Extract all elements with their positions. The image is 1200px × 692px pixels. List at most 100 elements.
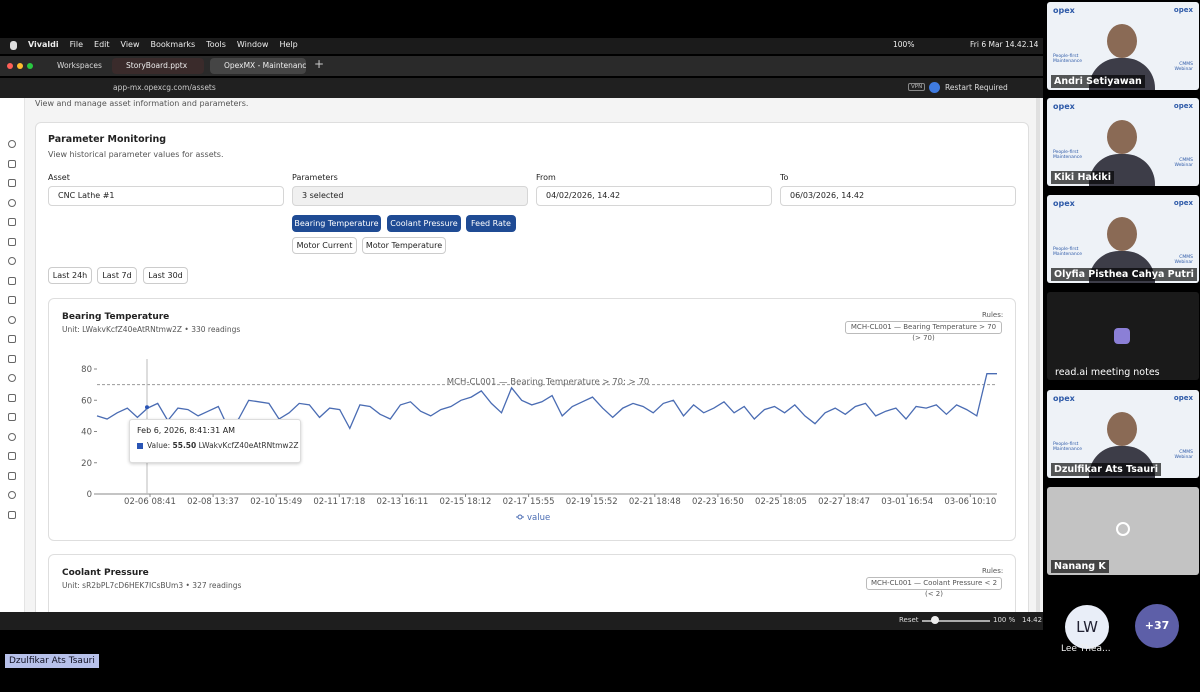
video-tile[interactable]: Nanang K (1047, 487, 1199, 575)
x-tick-label: 02-17 15:55 (503, 497, 555, 507)
field-label: Asset (48, 173, 70, 182)
section-description: View historical parameter values for ass… (48, 150, 224, 159)
nav-icon[interactable] (8, 471, 16, 480)
x-tick-label: 02-13 16:11 (376, 497, 428, 507)
from-date[interactable]: 04/02/2026, 14.42 (536, 186, 772, 206)
nav-icon[interactable] (8, 315, 16, 324)
participant-name: Andri Setiyawan (1051, 75, 1145, 88)
app-name[interactable]: Vivaldi (28, 40, 59, 49)
vpn-badge[interactable]: VPN (908, 83, 926, 91)
nav-icon[interactable] (8, 179, 16, 187)
asset-select[interactable]: CNC Lathe #1 (48, 186, 284, 206)
participant-name: Lee Thea... (1061, 644, 1111, 654)
video-tile[interactable]: opex opex People-first Maintenance CMMS Web… (1047, 390, 1199, 478)
x-tick-label: 02-27 18:47 (818, 497, 870, 507)
restart-notice[interactable]: Restart Required (945, 83, 1008, 92)
participant-name: Olyfia Pisthea Cahya Putri (1051, 268, 1197, 281)
menu-item[interactable]: Tools (206, 40, 226, 49)
nav-icon[interactable] (8, 491, 16, 499)
brand: opex (1173, 199, 1193, 207)
tagline: People-first Maintenance (1053, 150, 1082, 160)
chart: 0 20 40 60 80 02-06 08:41 02-08 13:37 02-10 15:… (81, 359, 997, 523)
video-tile[interactable]: opex opex People-first Maintenance CMMS Web… (1047, 195, 1199, 283)
rule-badge: MCH-CL001 — Bearing Temperature > 70 (> … (845, 321, 1002, 342)
x-tick-label: 02-23 16:50 (692, 497, 744, 507)
nav-icon[interactable] (8, 140, 16, 148)
parameter-chip[interactable]: Coolant Pressure (387, 215, 461, 232)
event: CMMS Webinar (1174, 62, 1193, 72)
menu-item[interactable]: View (120, 40, 140, 49)
video-tile[interactable]: read.ai meeting notes (1047, 292, 1199, 380)
new-tab[interactable]: + (314, 57, 325, 71)
zoom-level: 100 % (993, 616, 1016, 624)
rules-label: Rules: (982, 311, 1004, 319)
menu-item[interactable]: Edit (94, 40, 110, 49)
zoom-reset[interactable]: Reset (899, 616, 919, 624)
range-button[interactable]: Last 30d (143, 267, 188, 284)
y-tick-label: 20 (81, 459, 92, 469)
more-participants[interactable]: +37 (1135, 604, 1179, 648)
parameter-chip[interactable]: Motor Temperature (362, 237, 446, 254)
nav-icon[interactable] (8, 218, 16, 226)
nav-icon[interactable] (8, 237, 16, 246)
sidebar (0, 98, 25, 612)
clock: Fri 6 Mar 14.42.14 (970, 40, 1039, 49)
tab[interactable]: StoryBoard.pptx (112, 58, 204, 74)
zoom-slider[interactable] (922, 620, 990, 622)
nav-icon[interactable] (8, 276, 16, 285)
close-button[interactable] (7, 63, 13, 69)
nav-icon[interactable] (8, 296, 16, 304)
video-tile[interactable]: opex opex People-first Maintenance CMMS Web… (1047, 2, 1199, 90)
nav-icon[interactable] (8, 510, 16, 519)
menu-item[interactable]: Window (236, 40, 269, 49)
nav-icon[interactable] (8, 374, 16, 382)
parameter-chip[interactable]: Feed Rate (466, 215, 516, 232)
section-title: Parameter Monitoring (48, 134, 167, 145)
video-tile[interactable]: opex opex People-first Maintenance CMMS Web… (1047, 98, 1199, 186)
to-date[interactable]: 06/03/2026, 14.42 (780, 186, 1016, 206)
minimize-button[interactable] (17, 63, 23, 69)
nav-icon[interactable] (8, 452, 16, 460)
chart-unit: Unit: LWakvKcfZ40eAtRNtmw2Z • 330 readin… (62, 325, 241, 334)
event: CMMS Webinar (1174, 158, 1193, 168)
zoom-button[interactable] (27, 63, 33, 69)
event: CMMS Webinar (1174, 450, 1193, 460)
apple-icon[interactable] (10, 41, 17, 50)
tab-bar: Workspaces StoryBoard.pptx OpexMX - Main… (0, 56, 1043, 76)
x-tick-label: 03-01 16:54 (881, 497, 933, 507)
parameter-chip[interactable]: Bearing Temperature (292, 215, 381, 232)
nav-icon[interactable] (8, 413, 16, 421)
nav-icon[interactable] (8, 198, 16, 207)
nav-icon[interactable] (8, 393, 16, 402)
y-tick-label: 80 (81, 365, 92, 375)
url[interactable]: app-mx.opexcg.com/assets (113, 83, 216, 92)
person-head (1107, 412, 1137, 446)
x-tick-label: 02-10 15:49 (250, 497, 302, 507)
nav-icon[interactable] (8, 335, 16, 343)
participant-name: Nanang K (1051, 560, 1109, 573)
parameters-select[interactable]: 3 selected (292, 186, 528, 206)
range-button[interactable]: Last 24h (48, 267, 92, 284)
tooltip-swatch (137, 443, 143, 449)
chart-title: Bearing Temperature (62, 312, 170, 322)
nav-icon[interactable] (8, 354, 16, 363)
battery: 100% (893, 40, 915, 49)
menu-item[interactable]: Bookmarks (150, 40, 196, 49)
range-button[interactable]: Last 7d (97, 267, 137, 284)
tooltip: Feb 6, 2026, 8:41:31 AM Value: 55.50 LWa… (129, 419, 301, 463)
menu-item[interactable]: File (69, 40, 84, 49)
parameter-chip[interactable]: Motor Current (292, 237, 357, 254)
nav-icon[interactable] (8, 257, 16, 265)
tab[interactable]: OpexMX - Maintenance e (210, 58, 306, 74)
event: CMMS Webinar (1174, 255, 1193, 265)
menu-item[interactable]: Help (279, 40, 298, 49)
slider-knob[interactable] (931, 616, 939, 624)
update-icon[interactable] (929, 82, 940, 93)
tagline: People-first Maintenance (1053, 247, 1082, 257)
nav-icon[interactable] (8, 159, 16, 168)
scrollbar (1036, 98, 1040, 612)
nav-icon[interactable] (8, 432, 16, 441)
avatar[interactable]: LW (1065, 605, 1109, 649)
workspaces[interactable]: Workspaces (57, 61, 102, 70)
